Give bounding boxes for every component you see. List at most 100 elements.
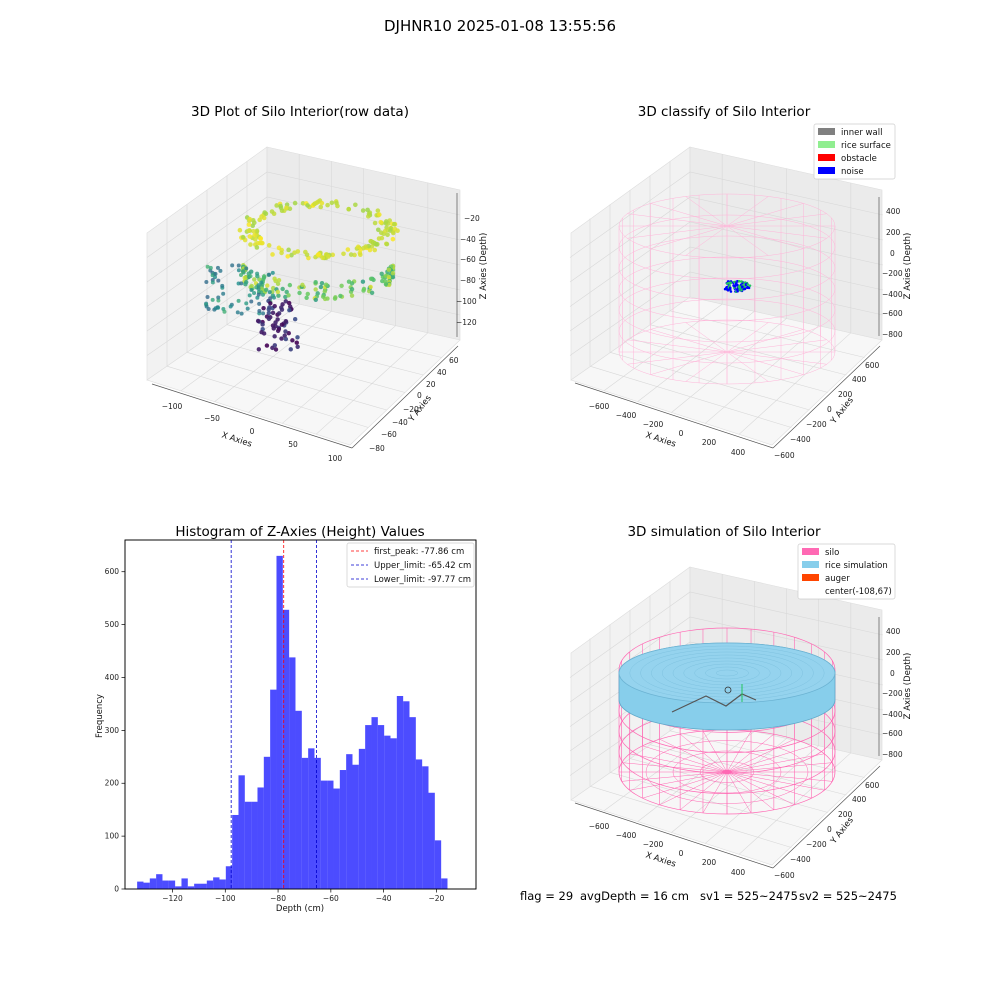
raw-point — [272, 276, 277, 281]
simulation-y-tick: −400 — [790, 855, 811, 864]
classify-z-tick: 200 — [886, 228, 901, 237]
raw-point — [366, 211, 372, 217]
raw-point — [349, 293, 355, 298]
classify-y-tick: −200 — [806, 420, 827, 429]
raw-point — [255, 295, 260, 300]
classify-z-tick: −800 — [882, 330, 903, 339]
raw-point — [215, 265, 220, 270]
simulation-y-tick: −600 — [774, 871, 795, 880]
raw-point — [372, 220, 378, 226]
raw-point — [325, 296, 330, 301]
classify-y-tick: 200 — [838, 390, 853, 399]
raw-point — [249, 299, 254, 304]
panel-classify-3d: 3D classify of Silo Interior −600 −400 −… — [569, 104, 913, 460]
raw-z-ticks: −20 −40 −60 −80 −100 −120 — [456, 214, 480, 327]
simulation-legend: silo rice simulation auger center(-108,6… — [797, 543, 896, 600]
raw-point — [286, 300, 292, 306]
raw-point — [244, 266, 249, 271]
raw-point — [368, 276, 374, 282]
histogram-bar — [156, 874, 163, 889]
raw-point — [385, 232, 390, 238]
raw-y-tick: 40 — [437, 368, 447, 377]
classify-wall-spoke — [726, 351, 769, 382]
histogram-x-tick-label: −120 — [162, 894, 183, 903]
status-avg-depth: avgDepth = 16 cm — [580, 889, 689, 903]
raw-point — [261, 305, 266, 311]
histogram-bar — [403, 701, 410, 889]
histogram-bar — [352, 764, 359, 889]
classify-wall-spoke — [650, 351, 728, 375]
raw-point — [272, 303, 277, 309]
raw-point — [259, 214, 264, 219]
raw-axes-panes — [146, 146, 461, 449]
raw-point — [269, 209, 275, 214]
raw-point — [346, 279, 352, 284]
raw-point — [273, 347, 279, 352]
classify-z-ticks: 400 200 0 −200 −400 −600 −800 — [882, 207, 903, 339]
classify-z-label: Z Axies (Depth) — [903, 233, 913, 300]
raw-point — [210, 280, 215, 285]
raw-point — [348, 252, 354, 257]
raw-z-tick: −80 — [460, 276, 476, 285]
pane-grid-line — [146, 271, 461, 356]
histogram-bar — [143, 882, 150, 889]
simulation-rice-top — [618, 642, 836, 704]
histogram-bar — [396, 695, 404, 889]
histogram-x-tick-label: −20 — [428, 894, 444, 903]
raw-point — [266, 310, 272, 316]
legend-label-rice-simulation: rice simulation — [825, 561, 888, 571]
raw-point — [205, 294, 210, 299]
raw-point — [300, 282, 305, 288]
raw-point — [256, 286, 261, 291]
classify-wall-spoke — [726, 213, 827, 227]
histogram-y-tick-label: 300 — [105, 726, 120, 735]
classify-x-tick: −200 — [643, 420, 664, 429]
raw-point — [284, 289, 289, 295]
histogram-bar — [219, 879, 226, 889]
legend-swatch-inner-wall — [818, 128, 835, 135]
classify-point — [740, 288, 743, 292]
raw-point — [377, 212, 382, 217]
classify-z-tick: 400 — [886, 207, 901, 216]
histogram-legend: first_peak: -77.86 cm Upper_limit: -65.4… — [346, 542, 475, 588]
raw-point — [236, 263, 241, 268]
histogram-bar — [276, 555, 283, 889]
raw-x-tick: −50 — [204, 414, 220, 423]
classify-wall-spoke — [726, 322, 769, 353]
raw-point — [383, 219, 389, 224]
classify-point — [746, 283, 750, 286]
raw-point — [289, 252, 294, 258]
simulation-rice-contour — [694, 663, 760, 683]
raw-point — [259, 280, 264, 285]
simulation-z-tick: −600 — [882, 729, 903, 738]
legend-label-upper-limit: Upper_limit: -65.42 cm — [374, 561, 471, 571]
classify-point — [727, 281, 731, 285]
simulation-rice-contour — [672, 657, 782, 689]
raw-point — [332, 296, 338, 301]
classify-wall-spoke — [726, 339, 827, 353]
raw-point — [284, 205, 289, 211]
raw-point — [349, 287, 355, 292]
classify-wall-spoke — [685, 322, 728, 353]
histogram-y-tick-label: 0 — [114, 885, 119, 894]
classify-point — [748, 284, 752, 287]
histogram-x-tick-label: −40 — [376, 894, 392, 903]
raw-point — [279, 336, 284, 341]
raw-point — [244, 280, 249, 285]
raw-point — [246, 228, 252, 233]
raw-point — [286, 331, 291, 336]
histogram-bar — [244, 801, 252, 889]
raw-point — [338, 293, 343, 299]
histogram-bar — [213, 877, 220, 889]
raw-point — [378, 230, 384, 236]
raw-point — [335, 203, 340, 209]
simulation-rice-contour — [683, 660, 771, 686]
raw-point — [260, 322, 265, 327]
histogram-bars — [137, 555, 448, 889]
histogram-bar — [187, 886, 195, 889]
raw-point — [357, 252, 363, 258]
raw-point — [279, 322, 285, 327]
simulation-auger-arm — [671, 693, 757, 713]
raw-point — [255, 318, 261, 324]
